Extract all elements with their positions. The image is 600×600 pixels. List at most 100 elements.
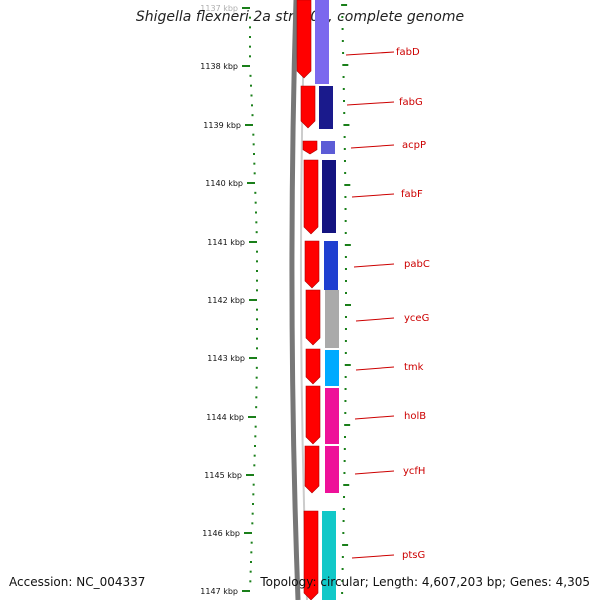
minor-tick — [344, 292, 347, 294]
gene-acpP — [321, 141, 335, 154]
forward-gene-arrow — [296, 0, 312, 79]
minor-tick — [344, 232, 347, 234]
minor-tick — [343, 460, 346, 462]
tick-label: 1142 kbp — [207, 296, 245, 305]
minor-tick — [250, 84, 252, 87]
leader-line — [351, 193, 395, 198]
gene-tmk — [325, 350, 339, 386]
minor-tick — [343, 436, 346, 438]
gene-label-fabG: fabG — [399, 97, 423, 108]
gene-holB — [325, 388, 339, 444]
minor-tick — [344, 208, 347, 210]
gene-label-yceG: yceG — [404, 313, 429, 324]
minor-tick — [343, 136, 346, 138]
minor-tick — [256, 328, 258, 330]
minor-tick — [342, 88, 345, 90]
gene-label-pabC: pabC — [404, 259, 430, 270]
minor-tick — [341, 16, 344, 18]
minor-tick — [255, 211, 257, 214]
minor-tick — [342, 520, 345, 522]
minor-tick — [344, 328, 347, 330]
minor-tick — [254, 201, 257, 204]
minor-tick — [344, 316, 347, 318]
leader-line — [346, 101, 395, 106]
leader-line — [355, 317, 395, 322]
leader-line — [354, 470, 395, 475]
minor-tick — [253, 464, 256, 467]
genome-summary: Topology: circular; Length: 4,607,203 bp… — [260, 575, 590, 589]
minor-tick — [344, 184, 351, 186]
minor-tick — [252, 503, 254, 505]
minor-tick — [343, 148, 346, 150]
minor-tick — [249, 55, 251, 58]
minor-tick — [256, 260, 258, 263]
minor-tick — [342, 544, 349, 546]
tick-label: 1138 kbp — [200, 62, 238, 71]
gene-ycfH — [325, 446, 339, 493]
minor-tick — [256, 347, 258, 350]
minor-tick — [344, 172, 347, 174]
minor-tick — [250, 561, 252, 563]
minor-tick — [343, 124, 350, 126]
minor-tick — [249, 26, 251, 29]
gene-ptsG — [322, 511, 336, 600]
minor-tick — [249, 16, 251, 19]
minor-tick — [344, 340, 347, 342]
minor-tick — [251, 104, 253, 107]
minor-tick — [343, 112, 346, 114]
accession-text: Accession: NC_004337 — [9, 575, 146, 589]
tick-label: 1137 kbp — [200, 4, 238, 13]
minor-tick — [250, 94, 253, 97]
gene-fabG — [319, 86, 333, 129]
minor-tick — [252, 133, 255, 136]
leader-line — [351, 554, 395, 559]
minor-tick — [251, 512, 254, 515]
tick-label: 1147 kbp — [200, 587, 238, 596]
minor-tick — [342, 532, 345, 534]
genes-layer — [315, 0, 339, 600]
tick-label: 1144 kbp — [206, 413, 244, 422]
minor-tick — [251, 114, 254, 117]
minor-tick — [344, 400, 347, 402]
gene-label-holB: holB — [404, 411, 426, 422]
minor-tick — [344, 352, 347, 354]
minor-tick — [344, 244, 351, 246]
minor-tick — [254, 445, 256, 447]
leader-line — [350, 144, 395, 149]
gene-label-tmk: tmk — [404, 362, 424, 373]
gene-yceG — [325, 290, 339, 348]
leader-line — [345, 51, 395, 56]
minor-tick — [255, 366, 258, 369]
minor-tick — [343, 100, 346, 102]
forward-strand-layer — [296, 0, 321, 600]
minor-tick — [343, 472, 346, 474]
minor-tick — [255, 386, 258, 389]
minor-tick — [344, 388, 347, 390]
genome-backbone — [289, 0, 301, 600]
forward-gene-arrow — [302, 140, 318, 155]
gene-labels-layer: fabD fabG acpP fabF pabC yceG tmk holB ycfH ptsG — [345, 47, 430, 561]
tick-label: 1145 kbp — [204, 471, 242, 480]
forward-gene-arrow — [304, 240, 320, 289]
minor-tick — [341, 580, 344, 582]
minor-tick — [252, 483, 255, 486]
minor-tick — [254, 191, 257, 194]
forward-gene-arrow — [304, 445, 320, 494]
gene-fabD — [315, 0, 329, 84]
minor-tick — [344, 268, 347, 270]
tick-label: 1140 kbp — [205, 179, 243, 188]
minor-tick — [252, 143, 255, 146]
minor-tick — [249, 570, 252, 573]
minor-tick — [256, 270, 258, 272]
leader-line — [353, 263, 395, 268]
minor-tick — [343, 160, 346, 162]
minor-tick — [344, 304, 351, 306]
ticks-layer: 1137 kbp 1138 kbp 1139 kbp 1140 kbp 1141 kbp… — [200, 4, 351, 596]
gene-label-fabD: fabD — [396, 47, 420, 58]
minor-tick — [344, 220, 347, 222]
minor-tick — [343, 448, 346, 450]
minor-tick — [344, 376, 347, 378]
minor-tick — [341, 592, 344, 594]
minor-tick — [253, 454, 256, 457]
